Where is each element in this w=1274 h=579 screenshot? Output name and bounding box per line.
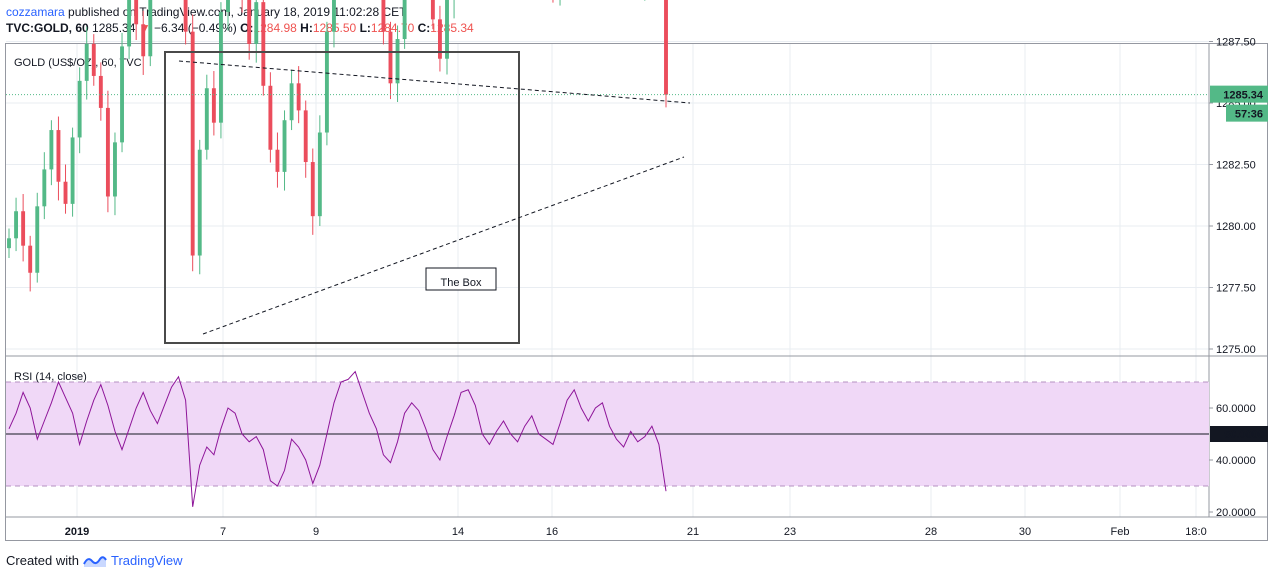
candle-body bbox=[395, 39, 400, 84]
candle-body bbox=[183, 0, 188, 32]
countdown-badge bbox=[1226, 104, 1268, 122]
candle-body bbox=[42, 169, 47, 207]
candle-body bbox=[211, 88, 216, 123]
candle-body bbox=[664, 0, 668, 95]
rsi-line bbox=[8, 370, 667, 507]
x-tick-label: 30 bbox=[1019, 526, 1031, 538]
candle-body bbox=[120, 46, 124, 143]
candle-body bbox=[303, 110, 308, 163]
candle-body bbox=[197, 149, 202, 256]
candle-body bbox=[77, 80, 82, 138]
rsi-midline-label: 50.0000 bbox=[1224, 429, 1264, 441]
rsi-title: RSI (14, close) bbox=[14, 371, 87, 383]
price-tick-label: 1280.00 bbox=[1216, 221, 1256, 233]
candle-body bbox=[430, 0, 435, 20]
rsi-tick-label: 40.0000 bbox=[1216, 455, 1256, 467]
candle-body bbox=[268, 85, 273, 150]
candle-body bbox=[437, 19, 442, 59]
x-tick-label: 28 bbox=[925, 526, 937, 538]
candle-body bbox=[289, 83, 294, 121]
candle-body bbox=[254, 2, 259, 44]
candle-body bbox=[402, 0, 407, 40]
price-tick-label: 1275.00 bbox=[1216, 344, 1256, 356]
candle-body bbox=[70, 137, 75, 204]
countdown-label: 57:36 bbox=[1235, 109, 1263, 121]
rsi-midline-badge bbox=[1210, 426, 1268, 442]
candle-body bbox=[49, 130, 54, 170]
candle-body bbox=[98, 75, 103, 108]
price-pane bbox=[6, 44, 1209, 355]
candle-body bbox=[296, 83, 301, 111]
candle-body bbox=[190, 31, 195, 256]
candle-body bbox=[226, 0, 230, 12]
candle-body bbox=[247, 0, 252, 44]
created-with-label: Created with bbox=[6, 553, 79, 568]
candle-body bbox=[14, 211, 19, 239]
tradingview-logo-icon bbox=[83, 556, 107, 567]
symbol-label: TVC:GOLD, 60 bbox=[6, 21, 89, 35]
box-annotation-frame bbox=[425, 267, 497, 291]
candle-body bbox=[105, 107, 110, 197]
candle-body bbox=[204, 88, 209, 150]
publish-info: published on TradingView.com, January 18… bbox=[68, 5, 407, 19]
candle-body bbox=[113, 142, 117, 197]
author-link[interactable]: cozzamara bbox=[6, 5, 65, 19]
tradingview-link[interactable]: TradingView bbox=[110, 553, 183, 568]
last-price-label: 1285.34 bbox=[1223, 90, 1264, 102]
candle-body bbox=[218, 11, 223, 123]
price-pane-title: GOLD (US$/OZ), 60, TVC bbox=[14, 57, 142, 69]
publish-line: cozzamara published on TradingView.com, … bbox=[6, 5, 406, 20]
close-label: C: bbox=[417, 21, 431, 35]
candle-body bbox=[63, 181, 68, 204]
price-tick-label: 1277.50 bbox=[1216, 283, 1256, 295]
candle-body bbox=[317, 132, 322, 217]
candle-body bbox=[7, 238, 11, 249]
last-price-badge bbox=[1210, 85, 1268, 103]
candle-body bbox=[21, 211, 26, 246]
high-label: H: bbox=[300, 21, 313, 35]
upper-trendline bbox=[178, 60, 691, 104]
last-price-text: 1285.34 bbox=[92, 21, 136, 35]
candle-body bbox=[91, 43, 96, 76]
candle-body bbox=[127, 0, 132, 47]
candle-body bbox=[275, 149, 280, 172]
low-label: L: bbox=[359, 21, 371, 35]
x-tick-label: 21 bbox=[687, 526, 699, 538]
candle-body bbox=[381, 0, 386, 32]
rsi-tick-label: 20.0000 bbox=[1216, 507, 1256, 519]
box-rectangle bbox=[164, 51, 520, 344]
candle-body bbox=[324, 31, 329, 133]
lower-trendline bbox=[202, 156, 685, 335]
footer: Created with TradingView bbox=[6, 553, 183, 569]
candle-body bbox=[148, 0, 153, 57]
candle-body bbox=[310, 162, 315, 217]
chart-frame bbox=[5, 43, 1268, 541]
candle-body bbox=[261, 2, 266, 86]
x-tick-label: 18:0 bbox=[1185, 526, 1206, 538]
rsi-tick-label: 60.0000 bbox=[1216, 403, 1256, 415]
x-tick-label: 16 bbox=[546, 526, 558, 538]
x-tick-label: 7 bbox=[220, 526, 226, 538]
candle-body bbox=[388, 31, 393, 84]
x-tick-label: 9 bbox=[313, 526, 319, 538]
candle-body bbox=[56, 130, 61, 182]
candle-body bbox=[35, 206, 40, 273]
price-tick-label: 1282.50 bbox=[1216, 160, 1256, 172]
candle-body bbox=[282, 120, 287, 172]
candle-body bbox=[84, 43, 89, 81]
price-tick-label: 1287.50 bbox=[1216, 37, 1256, 49]
candle-body bbox=[134, 0, 139, 25]
box-annotation: The Box bbox=[441, 277, 482, 289]
x-tick-label: 23 bbox=[784, 526, 796, 538]
candle-body bbox=[141, 24, 146, 57]
x-tick-label: Feb bbox=[1111, 526, 1130, 538]
candle-body bbox=[445, 0, 449, 59]
change-text: −6.34 (−0.49%) bbox=[154, 21, 237, 35]
x-tick-label: 14 bbox=[452, 526, 464, 538]
x-tick-label: 2019 bbox=[65, 526, 89, 538]
candle-body bbox=[332, 0, 336, 32]
candle-body bbox=[28, 245, 33, 273]
